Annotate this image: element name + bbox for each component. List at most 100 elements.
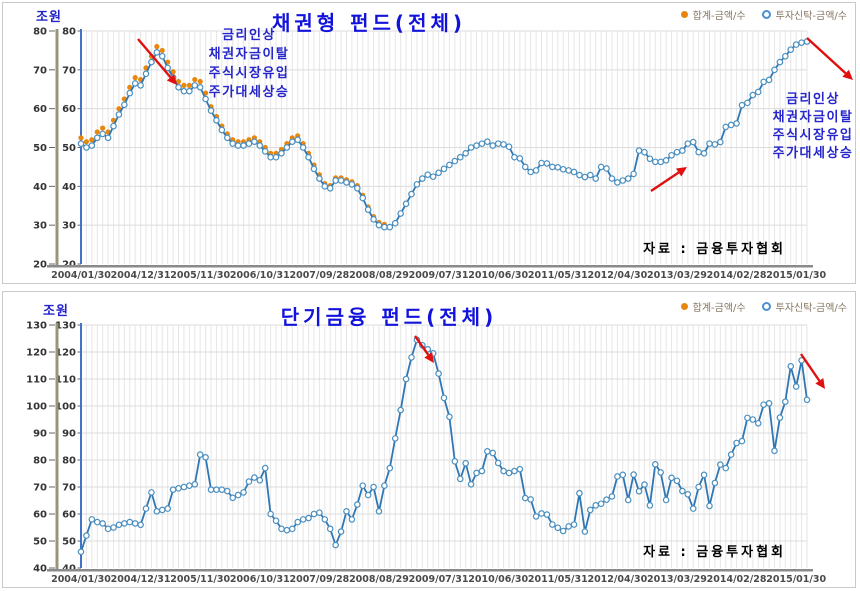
data-point-trust — [668, 474, 675, 482]
y-axis-label-right: 90 — [62, 429, 76, 440]
legend-item-trust: 투자신탁-금액/수 — [761, 7, 847, 22]
data-point-trust — [337, 528, 345, 535]
data-point-trust — [619, 177, 627, 184]
data-point-trust — [386, 464, 394, 472]
data-point-trust — [662, 496, 670, 504]
data-point-trust — [337, 177, 345, 184]
data-point-trust — [158, 52, 166, 60]
data-point-total — [89, 137, 95, 143]
x-axis-label: 2013/03/29 — [647, 270, 707, 281]
data-point-trust — [121, 101, 128, 109]
y-axis-label-right: 80 — [62, 456, 76, 467]
data-point-trust — [494, 140, 502, 147]
annotation-text: 채권자금이탈 — [773, 109, 854, 125]
data-point-trust — [202, 454, 209, 461]
data-point-trust — [229, 494, 237, 502]
data-point-trust — [619, 471, 627, 479]
x-axis-label: 2015/01/30 — [766, 574, 826, 585]
data-point-trust — [397, 210, 404, 217]
y-axis-label-left: 50 — [33, 143, 47, 154]
data-point-trust — [348, 516, 356, 523]
data-point-total — [175, 78, 182, 85]
chart-title-bond: 채권형 펀드(전체) — [271, 11, 467, 35]
data-point-trust — [207, 107, 215, 114]
data-point-trust — [521, 163, 529, 171]
data-point-trust — [673, 148, 681, 156]
data-point-total — [127, 84, 133, 90]
data-point-trust — [543, 160, 551, 167]
data-point-trust — [191, 481, 199, 488]
data-point-trust — [771, 66, 778, 74]
data-point-trust — [83, 532, 90, 539]
data-point-trust — [278, 150, 285, 157]
y-axis-label-right: 70 — [62, 483, 76, 494]
data-point-trust — [424, 171, 432, 178]
data-point-total — [192, 76, 198, 83]
data-point-trust — [467, 481, 475, 488]
data-point-trust — [446, 413, 453, 421]
data-point-trust — [792, 41, 800, 48]
data-point-trust — [386, 223, 394, 231]
data-point-trust — [749, 416, 757, 423]
y-axis-label-left: 90 — [33, 429, 47, 440]
data-point-trust — [646, 502, 654, 509]
annotation-arrowhead — [166, 74, 177, 85]
data-point-trust — [765, 76, 773, 84]
data-point-trust — [727, 121, 735, 129]
legend-item-trust: 투자신탁-금액/수 — [761, 299, 847, 314]
data-point-trust — [83, 144, 90, 151]
data-point-trust — [402, 200, 410, 208]
data-point-trust — [218, 126, 226, 134]
data-point-trust — [104, 525, 112, 533]
data-point-total — [181, 82, 187, 88]
annotation-text: 채권자금이탈 — [209, 46, 290, 62]
data-point-trust — [240, 489, 247, 496]
data-point-trust — [370, 216, 377, 223]
data-point-trust — [473, 469, 480, 477]
y-axis-label-left: 20 — [33, 260, 47, 271]
y-axis-label-right: 80 — [62, 27, 76, 38]
data-point-trust — [500, 141, 507, 148]
legend-item-total: 합계-금액/수 — [680, 7, 746, 22]
data-point-trust — [99, 130, 106, 138]
data-point-trust — [456, 475, 464, 483]
data-point-trust — [115, 111, 123, 118]
annotation-arrowhead — [424, 352, 434, 363]
data-point-trust — [657, 469, 665, 476]
data-point-trust — [733, 439, 740, 447]
legend-item-total: 합계-금액/수 — [680, 299, 746, 314]
data-point-trust — [521, 494, 529, 502]
data-point-trust — [782, 398, 789, 405]
data-point-trust — [348, 181, 356, 188]
y-axis-label-right: 50 — [62, 143, 76, 154]
data-point-trust — [354, 184, 361, 192]
data-point-trust — [684, 140, 692, 147]
data-point-trust — [543, 511, 551, 518]
annotation-arrow — [137, 38, 172, 79]
data-point-trust — [364, 491, 372, 499]
data-point-trust — [706, 502, 713, 510]
data-point-trust — [679, 487, 686, 495]
data-point-trust — [142, 70, 150, 78]
data-point-trust — [261, 148, 269, 155]
data-point-total — [159, 47, 165, 54]
data-point-trust — [158, 506, 166, 514]
data-point-trust — [559, 527, 567, 535]
data-point-trust — [354, 501, 361, 508]
data-point-trust — [532, 167, 540, 174]
data-point-trust — [305, 153, 312, 161]
data-point-trust — [267, 153, 274, 161]
data-point-trust — [554, 164, 562, 171]
data-point-trust — [722, 123, 730, 131]
data-point-trust — [505, 469, 513, 477]
data-point-trust — [121, 520, 128, 527]
data-point-total — [170, 69, 176, 75]
y-axis-label-left: 130 — [26, 321, 47, 332]
data-point-trust — [787, 46, 795, 53]
data-point-trust — [679, 147, 686, 154]
data-point-trust — [283, 526, 291, 534]
legend-bond: 합계-금액/수 투자신탁-금액/수 — [680, 7, 847, 22]
data-point-trust — [565, 167, 572, 174]
data-point-trust — [603, 165, 610, 172]
